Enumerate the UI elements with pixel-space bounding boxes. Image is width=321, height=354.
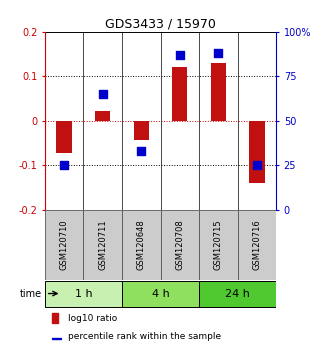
Text: GSM120648: GSM120648 xyxy=(137,219,146,270)
Point xyxy=(254,162,259,168)
Bar xyxy=(238,210,276,280)
Point xyxy=(62,162,67,168)
Bar xyxy=(52,338,61,339)
Point xyxy=(139,148,144,154)
Text: 1 h: 1 h xyxy=(75,289,92,298)
Text: percentile rank within the sample: percentile rank within the sample xyxy=(68,332,221,341)
Text: GSM120715: GSM120715 xyxy=(214,219,223,270)
Point xyxy=(216,50,221,56)
Bar xyxy=(122,210,160,280)
Bar xyxy=(52,313,58,323)
Bar xyxy=(95,111,110,121)
Text: GSM120716: GSM120716 xyxy=(252,219,261,270)
Bar xyxy=(211,63,226,121)
Text: GSM120711: GSM120711 xyxy=(98,219,107,270)
Bar xyxy=(56,121,72,153)
Point xyxy=(100,91,105,97)
Bar xyxy=(122,281,199,307)
Bar xyxy=(199,281,276,307)
Text: time: time xyxy=(20,289,42,298)
Text: log10 ratio: log10 ratio xyxy=(68,314,117,323)
Point xyxy=(177,52,182,58)
Bar xyxy=(134,121,149,139)
Bar xyxy=(45,281,122,307)
Bar xyxy=(45,210,83,280)
Bar xyxy=(199,210,238,280)
Text: GSM120710: GSM120710 xyxy=(60,219,69,270)
Bar xyxy=(83,210,122,280)
Bar xyxy=(249,121,265,183)
Text: GSM120708: GSM120708 xyxy=(175,219,184,270)
Title: GDS3433 / 15970: GDS3433 / 15970 xyxy=(105,18,216,31)
Text: 4 h: 4 h xyxy=(152,289,169,298)
Bar xyxy=(160,210,199,280)
Bar xyxy=(172,68,187,121)
Text: 24 h: 24 h xyxy=(225,289,250,298)
